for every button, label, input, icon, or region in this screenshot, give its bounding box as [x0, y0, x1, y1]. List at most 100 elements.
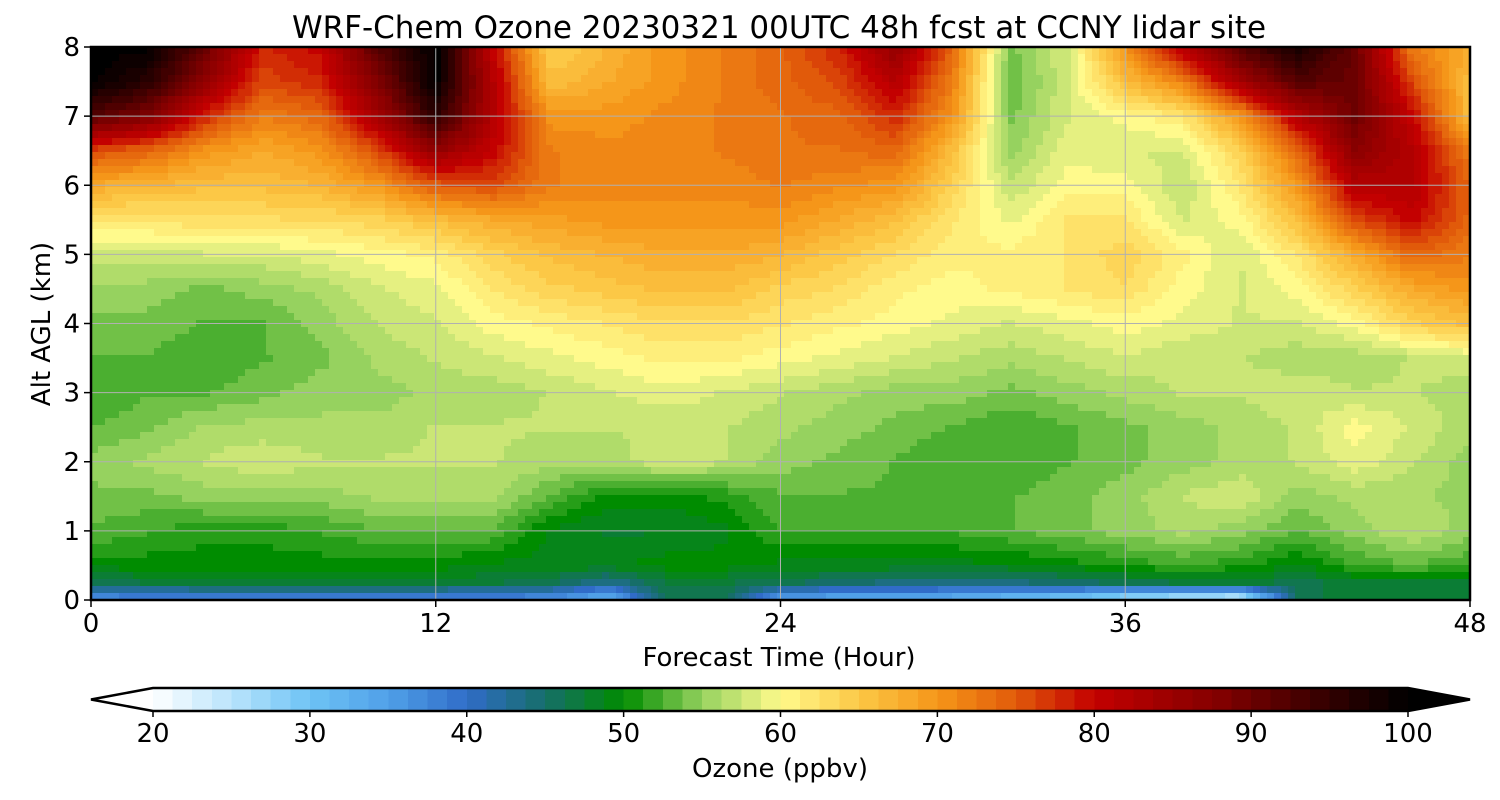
- field-cell: [581, 145, 589, 153]
- field-cell: [245, 194, 253, 202]
- field-cell: [182, 89, 190, 97]
- field-cell: [448, 222, 456, 230]
- field-cell: [1302, 82, 1310, 90]
- field-cell: [168, 110, 176, 118]
- field-cell: [770, 194, 778, 202]
- field-cell: [630, 159, 638, 167]
- field-cell: [1302, 194, 1310, 202]
- field-cell: [896, 47, 904, 55]
- field-cell: [938, 124, 946, 132]
- field-cell: [574, 89, 582, 97]
- field-cell: [1351, 89, 1359, 97]
- field-cell: [924, 145, 932, 153]
- field-cell: [644, 201, 652, 209]
- field-cell: [1008, 75, 1016, 83]
- field-cell: [1162, 75, 1170, 83]
- field-cell: [1302, 152, 1310, 160]
- field-cell: [1064, 89, 1072, 97]
- field-cell: [1435, 187, 1443, 195]
- field-cell: [217, 208, 225, 216]
- field-cell: [224, 82, 232, 90]
- field-cell: [903, 61, 911, 69]
- field-cell: [294, 201, 302, 209]
- field-cell: [1372, 173, 1380, 181]
- field-cell: [378, 159, 386, 167]
- field-cell: [1120, 75, 1128, 83]
- field-cell: [420, 103, 428, 111]
- field-cell: [1036, 166, 1044, 174]
- field-cell: [581, 110, 589, 118]
- field-cell: [1057, 208, 1065, 216]
- field-cell: [1176, 180, 1184, 188]
- field-cell: [511, 75, 519, 83]
- field-cell: [630, 215, 638, 223]
- field-cell: [882, 131, 890, 139]
- field-cell: [1169, 124, 1177, 132]
- field-cell: [819, 117, 827, 125]
- field-cell: [1092, 54, 1100, 62]
- field-cell: [973, 103, 981, 111]
- field-cell: [973, 215, 981, 223]
- field-cell: [1155, 180, 1163, 188]
- field-cell: [203, 152, 211, 160]
- field-cell: [1183, 159, 1191, 167]
- field-cell: [1414, 166, 1422, 174]
- field-cell: [427, 124, 435, 132]
- field-cell: [112, 47, 120, 55]
- field-cell: [574, 96, 582, 104]
- field-cell: [518, 187, 526, 195]
- field-cell: [1386, 180, 1394, 188]
- field-cell: [532, 152, 540, 160]
- field-cell: [707, 89, 715, 97]
- field-cell: [525, 173, 533, 181]
- field-cell: [1120, 110, 1128, 118]
- field-cell: [301, 61, 309, 69]
- field-cell: [1288, 159, 1296, 167]
- field-cell: [728, 194, 736, 202]
- field-cell: [294, 159, 302, 167]
- field-cell: [798, 152, 806, 160]
- field-cell: [119, 145, 127, 153]
- field-cell: [175, 173, 183, 181]
- field-cell: [644, 159, 652, 167]
- field-cell: [1246, 117, 1254, 125]
- field-cell: [1218, 187, 1226, 195]
- field-cell: [1309, 208, 1317, 216]
- field-cell: [1365, 110, 1373, 118]
- field-cell: [1162, 110, 1170, 118]
- field-cell: [595, 173, 603, 181]
- field-cell: [175, 166, 183, 174]
- field-cell: [770, 201, 778, 209]
- field-cell: [420, 145, 428, 153]
- field-cell: [1057, 201, 1065, 209]
- field-cell: [1057, 159, 1065, 167]
- field-cell: [1260, 75, 1268, 83]
- field-cell: [1204, 180, 1212, 188]
- field-cell: [791, 54, 799, 62]
- field-cell: [1176, 138, 1184, 146]
- field-cell: [133, 117, 141, 125]
- field-cell: [497, 194, 505, 202]
- field-cell: [1288, 68, 1296, 76]
- field-cell: [476, 89, 484, 97]
- field-cell: [448, 166, 456, 174]
- field-cell: [371, 61, 379, 69]
- field-cell: [469, 173, 477, 181]
- field-cell: [798, 173, 806, 181]
- field-cell: [182, 117, 190, 125]
- field-cell: [609, 152, 617, 160]
- field-cell: [217, 61, 225, 69]
- field-cell: [196, 68, 204, 76]
- field-cell: [1330, 159, 1338, 167]
- field-cell: [1288, 173, 1296, 181]
- field-cell: [1036, 145, 1044, 153]
- field-cell: [259, 82, 267, 90]
- field-cell: [98, 54, 106, 62]
- field-cell: [1218, 75, 1226, 83]
- field-cell: [1260, 187, 1268, 195]
- field-cell: [623, 131, 631, 139]
- field-cell: [679, 138, 687, 146]
- field-cell: [434, 166, 442, 174]
- field-cell: [770, 187, 778, 195]
- field-cell: [553, 47, 561, 55]
